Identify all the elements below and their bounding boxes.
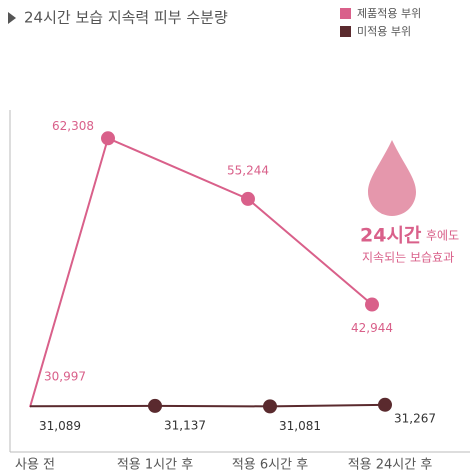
legend-swatch (340, 26, 351, 37)
data-point (148, 398, 162, 413)
data-label: 62,308 (52, 119, 94, 133)
annotation-highlight: 24시간 (360, 225, 422, 247)
series-line (29, 136, 373, 408)
data-label: 31,089 (39, 419, 81, 433)
data-point (101, 131, 115, 146)
drop-icon (368, 140, 416, 216)
data-point (378, 397, 392, 412)
data-point (241, 191, 255, 206)
legend-swatch (340, 8, 351, 19)
x-tick-label: 적용 6시간 후 (232, 458, 308, 473)
legend-label: 제품적용 부위 (357, 7, 421, 20)
legend-label: 미적용 부위 (357, 25, 411, 38)
chart-title: 24시간 보습 지속력 피부 수분량 (24, 9, 228, 27)
data-label: 42,944 (351, 321, 393, 335)
data-label: 31,081 (279, 419, 321, 433)
data-point (263, 399, 277, 414)
data-label: 55,244 (227, 163, 269, 177)
data-label: 30,997 (44, 370, 86, 384)
title-icon (8, 12, 16, 24)
x-tick-label: 적용 1시간 후 (117, 458, 193, 473)
data-label: 31,267 (394, 411, 436, 425)
data-label: 31,137 (164, 418, 206, 432)
annotation-text: 후에도 (426, 229, 459, 243)
annotation-text: 지속되는 보습효과 (362, 251, 454, 265)
data-point (365, 297, 379, 312)
x-tick-label: 적용 24시간 후 (348, 458, 433, 473)
series-line (29, 403, 386, 408)
x-tick-label: 사용 전 (15, 458, 55, 473)
